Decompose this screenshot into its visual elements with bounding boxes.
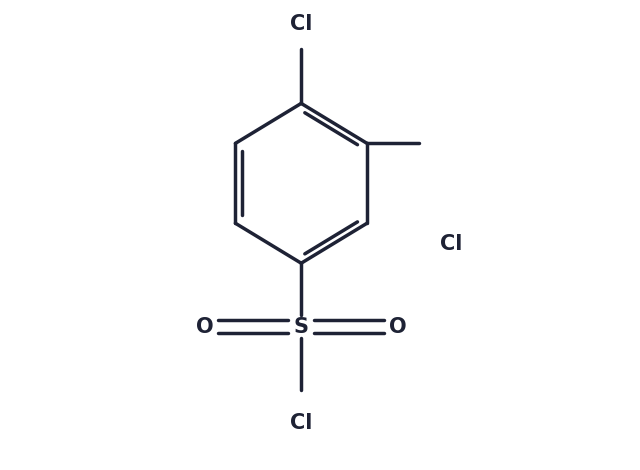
Text: Cl: Cl (440, 235, 462, 254)
Text: Cl: Cl (290, 413, 312, 433)
Text: O: O (196, 317, 214, 337)
Text: O: O (388, 317, 406, 337)
Text: Cl: Cl (290, 14, 312, 33)
Text: S: S (294, 317, 308, 337)
